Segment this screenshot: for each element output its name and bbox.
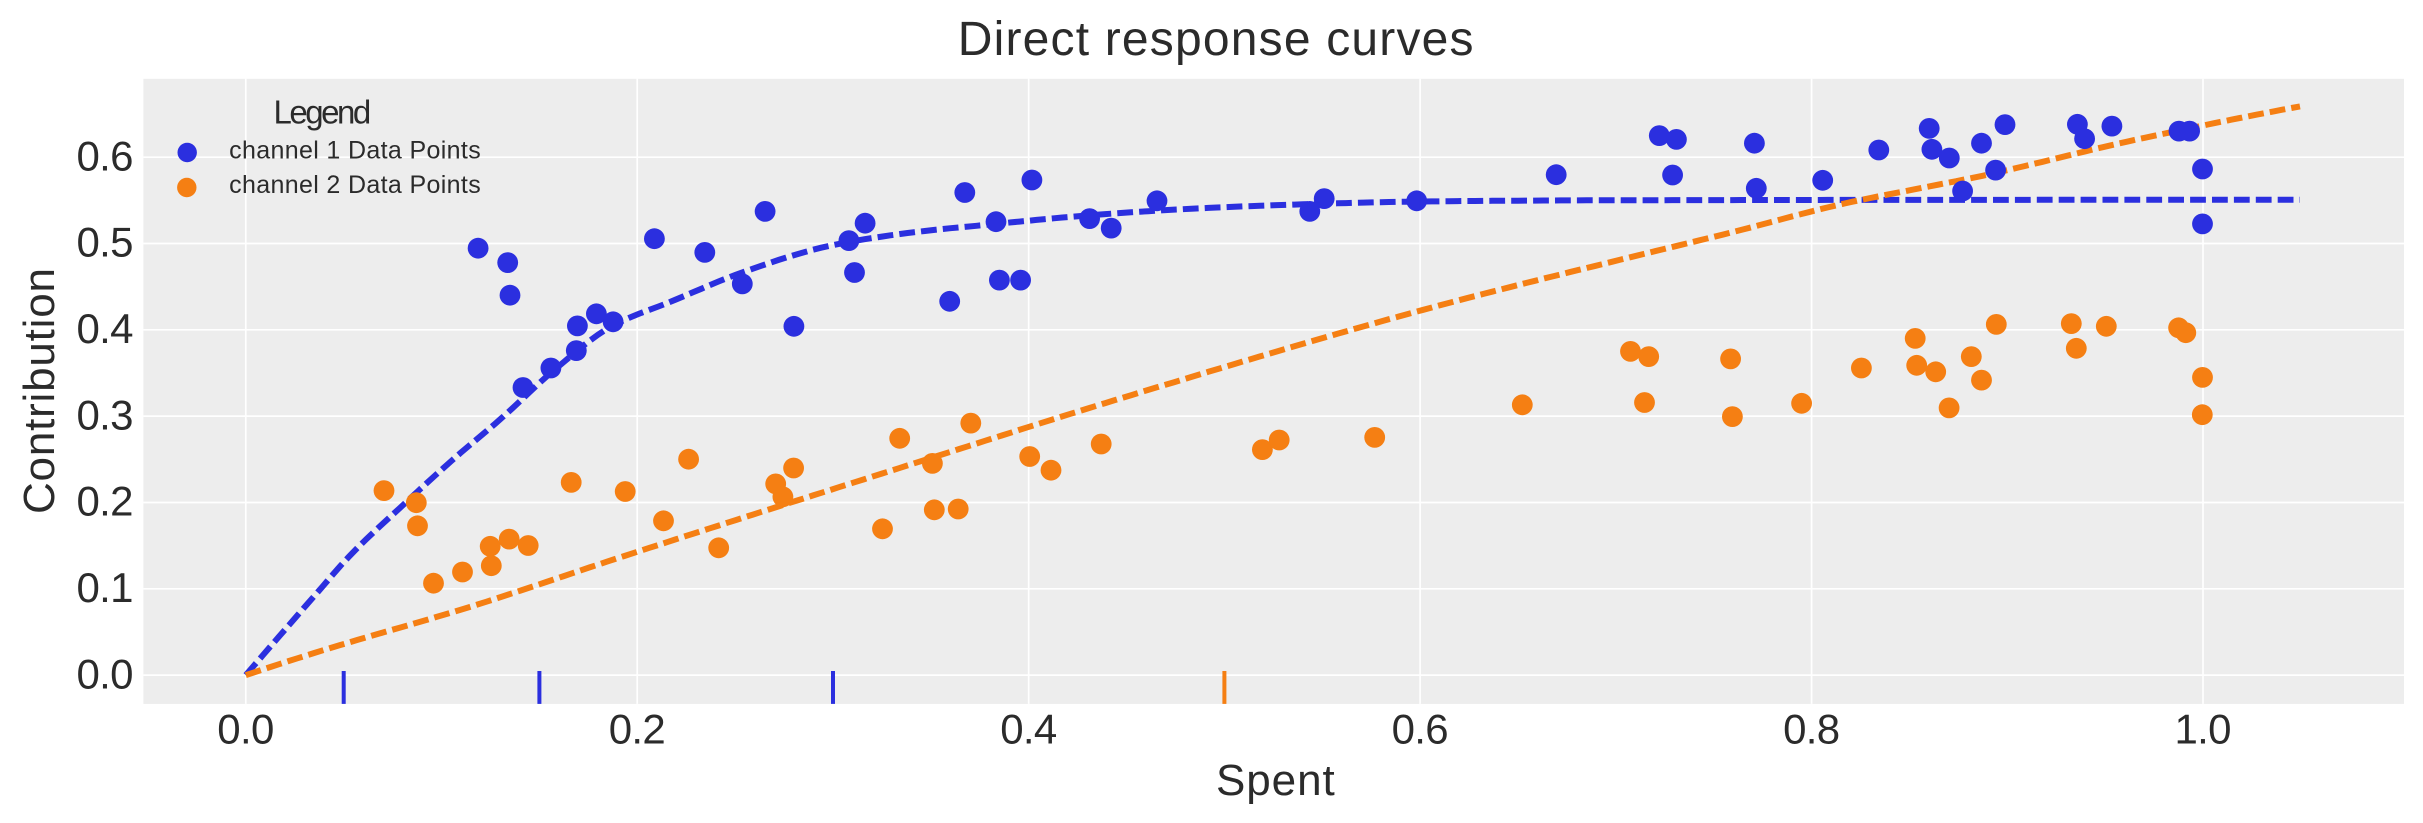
svg-text:0.2: 0.2 (77, 478, 134, 525)
svg-text:0.0: 0.0 (77, 650, 134, 697)
svg-text:Contribution: Contribution (15, 268, 64, 514)
svg-text:Direct response curves: Direct response curves (958, 13, 1474, 66)
svg-text:0.3: 0.3 (77, 391, 134, 438)
svg-text:0.6: 0.6 (1392, 705, 1449, 752)
svg-text:0.5: 0.5 (77, 219, 134, 266)
svg-text:0.0: 0.0 (217, 705, 274, 752)
svg-text:0.4: 0.4 (77, 305, 134, 352)
svg-text:0.2: 0.2 (609, 705, 666, 752)
svg-text:channel 1 Data Points: channel 1 Data Points (229, 137, 481, 165)
svg-text:0.6: 0.6 (77, 132, 134, 179)
svg-text:0.8: 0.8 (1783, 705, 1840, 752)
svg-text:channel 2 Data Points: channel 2 Data Points (229, 171, 481, 199)
svg-text:1.0: 1.0 (2175, 705, 2232, 752)
svg-text:0.4: 0.4 (1000, 705, 1057, 752)
svg-text:0.1: 0.1 (77, 564, 134, 611)
svg-text:Spent: Spent (1216, 756, 1335, 805)
svg-text:Legend: Legend (274, 94, 372, 131)
